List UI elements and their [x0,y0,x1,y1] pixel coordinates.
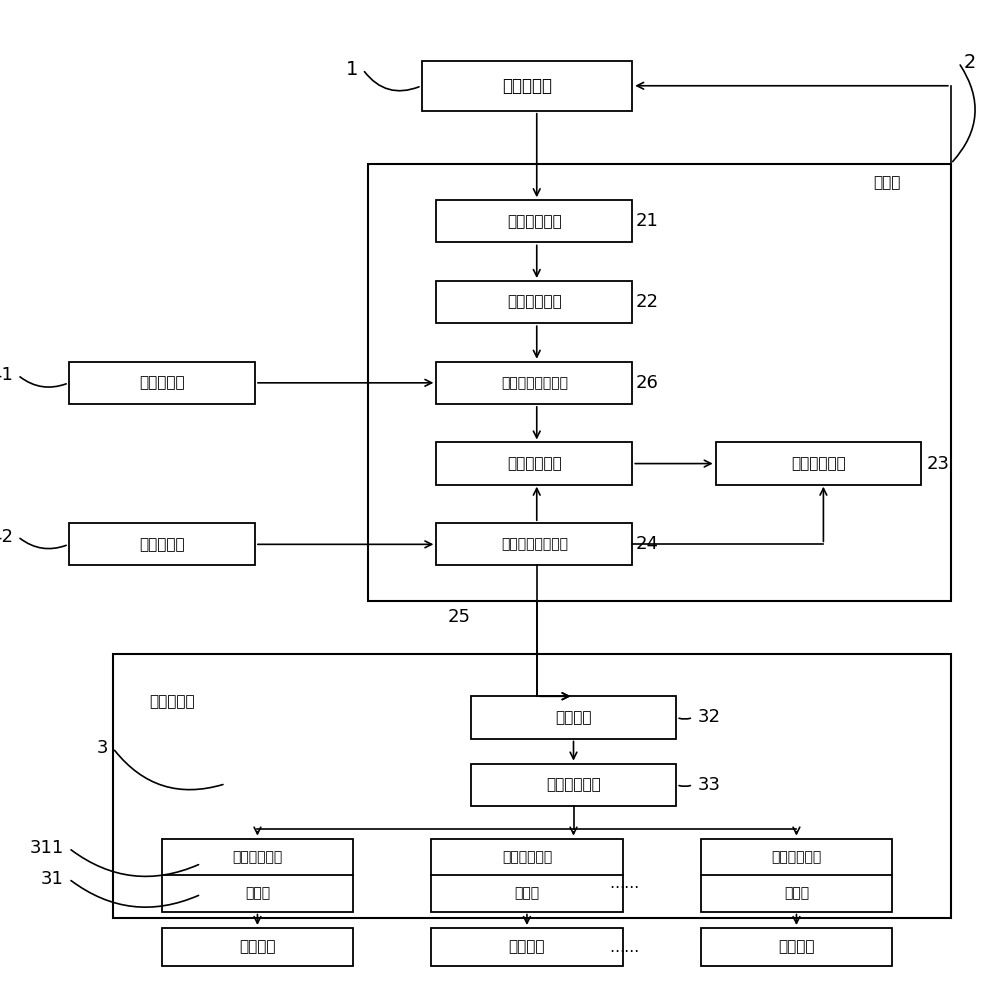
Text: ……: …… [609,876,640,891]
FancyBboxPatch shape [69,362,255,404]
Text: 41: 41 [0,366,13,385]
FancyBboxPatch shape [436,362,632,404]
Text: 电动汽车: 电动汽车 [239,940,276,955]
Text: 26: 26 [635,374,658,391]
Text: 33: 33 [698,776,721,794]
Text: 31: 31 [41,870,64,888]
Text: 天气检测端: 天气检测端 [139,376,185,390]
Text: 车灯状态分析单元: 车灯状态分析单元 [501,376,568,389]
Text: 服务器: 服务器 [873,176,901,190]
FancyBboxPatch shape [431,928,622,966]
Text: 311: 311 [30,839,64,857]
Text: 电量检测单元: 电量检测单元 [771,850,822,864]
FancyBboxPatch shape [69,523,255,565]
FancyBboxPatch shape [716,442,921,485]
Text: 23: 23 [926,454,949,473]
Text: 里程计算单元: 里程计算单元 [507,214,562,229]
FancyBboxPatch shape [431,839,622,911]
FancyBboxPatch shape [113,654,951,918]
FancyBboxPatch shape [436,442,632,485]
Text: 用户手机端: 用户手机端 [502,77,552,95]
Text: 充电桩: 充电桩 [514,886,540,901]
Text: 充电桩: 充电桩 [784,886,809,901]
FancyBboxPatch shape [162,928,353,966]
Text: 温度检测端: 温度检测端 [139,537,185,552]
FancyBboxPatch shape [701,928,892,966]
Text: 24: 24 [635,536,658,553]
Text: 21: 21 [635,212,658,231]
FancyBboxPatch shape [471,697,676,739]
FancyBboxPatch shape [436,523,632,565]
Text: 25: 25 [448,608,471,627]
Text: 空调状态分析单元: 空调状态分析单元 [501,538,568,551]
FancyBboxPatch shape [422,61,632,111]
Text: 电量检测单元: 电量检测单元 [232,850,283,864]
Text: 通讯单元: 通讯单元 [555,710,592,725]
FancyBboxPatch shape [436,281,632,323]
Text: 2: 2 [964,53,976,73]
Text: 电动汽车: 电动汽车 [778,940,815,955]
Text: ……: …… [609,940,640,955]
FancyBboxPatch shape [436,200,632,242]
FancyBboxPatch shape [471,763,676,805]
Text: 42: 42 [0,528,13,545]
Text: 32: 32 [698,708,721,726]
Text: 1: 1 [346,60,358,78]
Text: 充电桩集群: 充电桩集群 [149,695,195,709]
Text: 电量检测单元: 电量检测单元 [502,850,552,864]
Text: 充电桩: 充电桩 [245,886,270,901]
Text: 时间计算单元: 时间计算单元 [507,294,562,310]
FancyBboxPatch shape [701,839,892,911]
FancyBboxPatch shape [162,839,353,911]
FancyBboxPatch shape [368,164,951,601]
Text: 集群控制单元: 集群控制单元 [546,777,601,793]
Text: 电动汽车: 电动汽车 [509,940,545,955]
Text: 电量计算单元: 电量计算单元 [507,456,562,471]
Text: 车辆选取单元: 车辆选取单元 [791,456,846,471]
Text: 3: 3 [96,739,108,757]
Text: 22: 22 [635,293,658,311]
